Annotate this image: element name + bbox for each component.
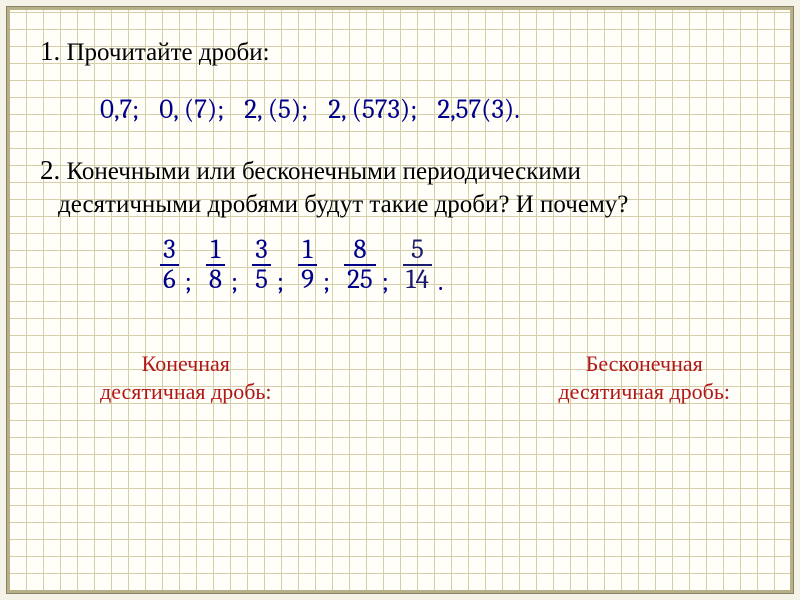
fraction-separator: ;	[323, 266, 330, 297]
worksheet-frame: 1. Прочитайте дроби: 0,7; 0, (7); 2, (5)…	[6, 6, 794, 594]
decimals-row: 0,7; 0, (7); 2, (5); 2, (573); 2,57(3).	[100, 94, 760, 125]
fraction-denominator: 25	[344, 266, 376, 294]
label-finite: Конечная десятичная дробь:	[100, 350, 272, 405]
task-2-number: 2.	[40, 155, 60, 185]
decimal-4: 2, (573);	[328, 94, 417, 125]
label-finite-2: десятичная дробь:	[100, 378, 272, 406]
fraction-numerator: 3	[160, 236, 178, 264]
label-finite-1: Конечная	[100, 350, 272, 378]
fraction-4: 19	[298, 236, 317, 295]
task-2-line1: Конечными или бесконечными периодическим…	[67, 158, 581, 185]
label-infinite: Бесконечная десятичная дробь:	[558, 350, 730, 405]
decimal-3: 2, (5);	[244, 94, 308, 125]
fraction-numerator: 1	[300, 236, 316, 264]
fraction-separator: ;	[231, 266, 238, 297]
fraction-numerator: 8	[350, 236, 369, 264]
label-infinite-2: десятичная дробь:	[558, 378, 730, 406]
task-2-line2: десятичными дробями будут такие дроби? И…	[58, 188, 760, 222]
fraction-6: 514	[403, 236, 432, 295]
fraction-denominator: 5	[252, 266, 271, 294]
fraction-2: 18	[206, 236, 225, 295]
decimal-1: 0,7;	[100, 94, 139, 125]
fraction-numerator: 3	[252, 236, 270, 264]
fractions-row: 36;18;35;19;825;514.	[160, 236, 760, 295]
task-1-number: 1.	[40, 36, 60, 66]
fraction-numerator: 1	[208, 236, 224, 264]
fraction-numerator: 5	[408, 236, 427, 264]
fraction-3: 35	[252, 236, 271, 295]
fraction-1: 36	[160, 236, 179, 295]
task-2: 2. Конечными или бесконечными периодичес…	[40, 153, 760, 295]
fraction-separator: ;	[277, 266, 284, 297]
task-1-text: Прочитайте дроби:	[67, 39, 270, 66]
fraction-separator: ;	[185, 266, 192, 297]
fraction-separator: .	[438, 266, 444, 297]
fraction-separator: ;	[382, 266, 389, 297]
fraction-denominator: 9	[298, 266, 317, 294]
fraction-denominator: 14	[403, 266, 432, 294]
task-2-title: 2. Конечными или бесконечными периодичес…	[40, 153, 760, 189]
task-1-title: 1. Прочитайте дроби:	[40, 34, 760, 70]
fraction-denominator: 8	[206, 266, 225, 294]
bottom-labels: Конечная десятичная дробь: Бесконечная д…	[40, 350, 760, 405]
decimal-5: 2,57(3).	[437, 94, 519, 125]
label-infinite-1: Бесконечная	[558, 350, 730, 378]
fraction-denominator: 6	[160, 266, 179, 294]
decimal-2: 0, (7);	[159, 94, 224, 125]
fraction-5: 825	[344, 236, 376, 295]
task-1: 1. Прочитайте дроби: 0,7; 0, (7); 2, (5)…	[40, 34, 760, 125]
